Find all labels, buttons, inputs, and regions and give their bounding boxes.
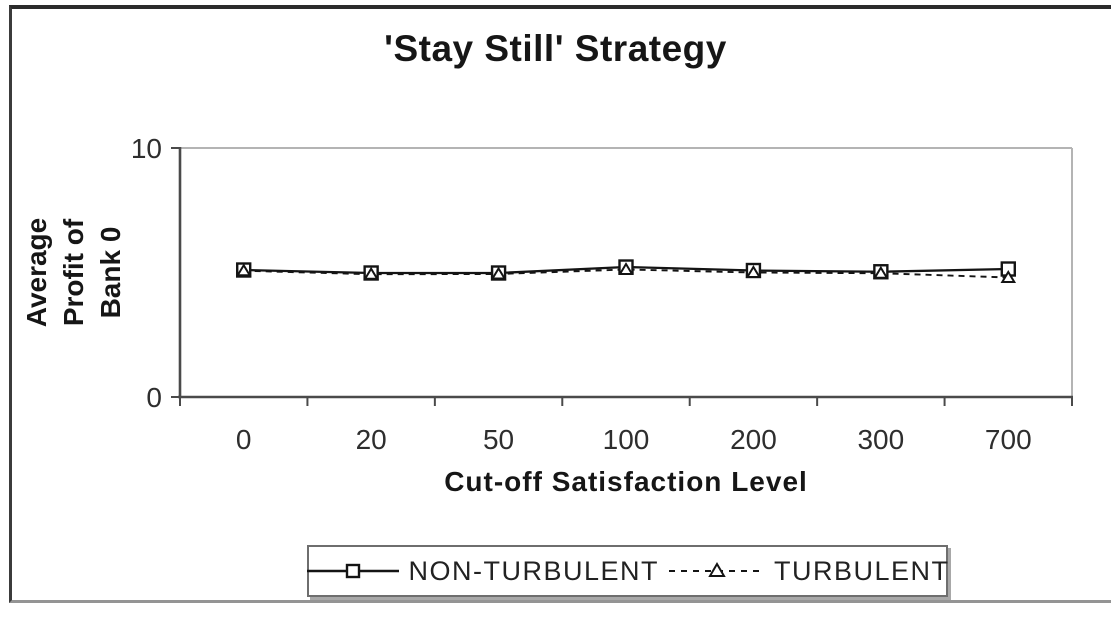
chart-title: 'Stay Still' Strategy	[384, 28, 727, 69]
x-tick-label: 100	[603, 424, 650, 455]
x-tick-label: 700	[985, 424, 1032, 455]
x-tick-label: 20	[356, 424, 387, 455]
legend-item-non-turbulent: NON-TURBULENT	[305, 556, 659, 587]
x-axis-title: Cut-off Satisfaction Level	[444, 466, 808, 497]
marker-triangle	[363, 266, 379, 280]
y-tick-label: 10	[131, 133, 162, 164]
legend-label-turbulent: TURBULENT	[774, 555, 950, 586]
x-tick-label: 200	[730, 424, 777, 455]
marker-triangle	[873, 265, 889, 279]
marker-triangle	[1000, 270, 1017, 283]
legend-solid-line-square-icon	[307, 563, 400, 579]
marker-triangle	[235, 263, 252, 277]
x-tick-label: 50	[483, 424, 514, 455]
legend-label-non-turbulent: NON-TURBULENT	[408, 555, 659, 586]
legend-dashed-line-triangle-icon	[669, 562, 765, 577]
marker-triangle	[618, 262, 634, 276]
y-tick-label: 0	[146, 382, 162, 413]
marker-triangle	[745, 265, 762, 278]
x-tick-label: 300	[857, 424, 904, 455]
x-tick-label: 0	[236, 424, 252, 455]
figure-border	[9, 5, 1111, 603]
marker-triangle	[490, 266, 507, 280]
legend: NON-TURBULENT TURBULENT	[307, 545, 948, 597]
legend-item-turbulent: TURBULENT	[667, 556, 950, 587]
